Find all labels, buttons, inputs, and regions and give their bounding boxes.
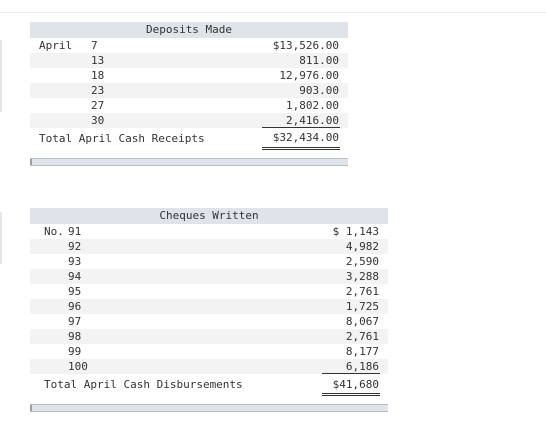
amount-cell: 12,976.00 — [279, 69, 339, 82]
amount-cell: 2,590 — [345, 255, 379, 268]
cheques-total-label: Total April Cash Disbursements — [44, 378, 243, 391]
amount-cell: 8,067 — [345, 315, 379, 328]
amount-cell: 4,982 — [345, 240, 379, 253]
amount-cell: $13,526.00 — [272, 39, 339, 52]
amount-cell: 6,186 — [345, 360, 379, 373]
table-row: 99 8,177 — [30, 344, 388, 359]
total-double-underline — [262, 147, 340, 148]
subtotal-underline — [262, 127, 340, 128]
day-cell: 7 — [91, 39, 98, 52]
amount-cell: 811.00 — [299, 54, 339, 67]
day-cell: 18 — [91, 69, 105, 82]
cheque-number: 91 — [68, 225, 82, 238]
cheques-header: Cheques Written — [30, 208, 388, 224]
amount-cell: 1,725 — [345, 300, 379, 313]
amount-cell: 903.00 — [299, 84, 339, 97]
total-double-underline — [262, 149, 340, 150]
table-row: 93 2,590 — [30, 254, 388, 269]
top-divider — [0, 12, 546, 13]
cheques-rows: No. 91 $ 1,143 92 4,982 93 2,590 94 3,288 95 2,761… — [30, 224, 388, 374]
amount-cell: 2,761 — [345, 330, 379, 343]
cheque-number: 96 — [68, 300, 82, 313]
cheque-number: 95 — [68, 285, 82, 298]
table-row: No. 91 $ 1,143 — [30, 224, 388, 239]
amount-cell: 8,177 — [345, 345, 379, 358]
table-row: 23 903.00 — [30, 83, 348, 98]
cheque-number: 97 — [68, 315, 82, 328]
amount-cell: 2,761 — [345, 285, 379, 298]
day-cell: 23 — [91, 84, 105, 97]
total-double-underline — [322, 395, 380, 396]
deposits-total-row: Total April Cash Receipts $32,434.00 — [30, 128, 348, 150]
day-cell: 27 — [91, 99, 105, 112]
deposits-total-value: $32,434.00 — [272, 131, 339, 144]
table-row: 18 12,976.00 — [30, 68, 348, 83]
cheques-total-row: Total April Cash Disbursements $41,680 — [30, 374, 388, 396]
table-row: 95 2,761 — [30, 284, 388, 299]
deposits-table: Deposits Made April 7 $13,526.00 13 811.00 18… — [30, 22, 348, 166]
deposits-rows: April 7 $13,526.00 13 811.00 18 12,976.00 23 903… — [30, 38, 348, 128]
day-cell: 30 — [91, 114, 105, 127]
deposits-total-label: Total April Cash Receipts — [39, 132, 205, 145]
day-cell: 13 — [91, 54, 105, 67]
left-edge-mark — [0, 212, 2, 264]
deposits-header: Deposits Made — [30, 22, 348, 38]
cheque-number: 92 — [68, 240, 82, 253]
table-row: 100 6,186 — [30, 359, 388, 374]
total-double-underline — [322, 393, 380, 394]
cheques-total-value: $41,680 — [332, 378, 379, 391]
cheque-number: 98 — [68, 330, 82, 343]
table-row: 97 8,067 — [30, 314, 388, 329]
cheques-scrollbar[interactable] — [30, 404, 388, 412]
amount-cell: 2,416.00 — [286, 114, 339, 127]
table-row: 96 1,725 — [30, 299, 388, 314]
table-row: 92 4,982 — [30, 239, 388, 254]
left-edge-mark — [0, 40, 2, 112]
cheque-number: 93 — [68, 255, 82, 268]
table-row: 94 3,288 — [30, 269, 388, 284]
table-row: 98 2,761 — [30, 329, 388, 344]
cheques-table: Cheques Written No. 91 $ 1,143 92 4,982 93 2,5… — [30, 208, 388, 412]
table-row: 13 811.00 — [30, 53, 348, 68]
month-label: April — [39, 39, 73, 52]
table-row: 27 1,802.00 — [30, 98, 348, 113]
amount-cell: 3,288 — [345, 270, 379, 283]
cheque-number: 99 — [68, 345, 82, 358]
subtotal-underline — [322, 373, 380, 374]
deposits-scrollbar[interactable] — [30, 158, 348, 166]
table-row: April 7 $13,526.00 — [30, 38, 348, 53]
table-row: 30 2,416.00 — [30, 113, 348, 128]
amount-cell: $ 1,143 — [332, 225, 379, 238]
cheque-number: 100 — [68, 360, 88, 373]
amount-cell: 1,802.00 — [286, 99, 339, 112]
cheque-prefix: No. — [44, 225, 64, 238]
cheque-number: 94 — [68, 270, 82, 283]
